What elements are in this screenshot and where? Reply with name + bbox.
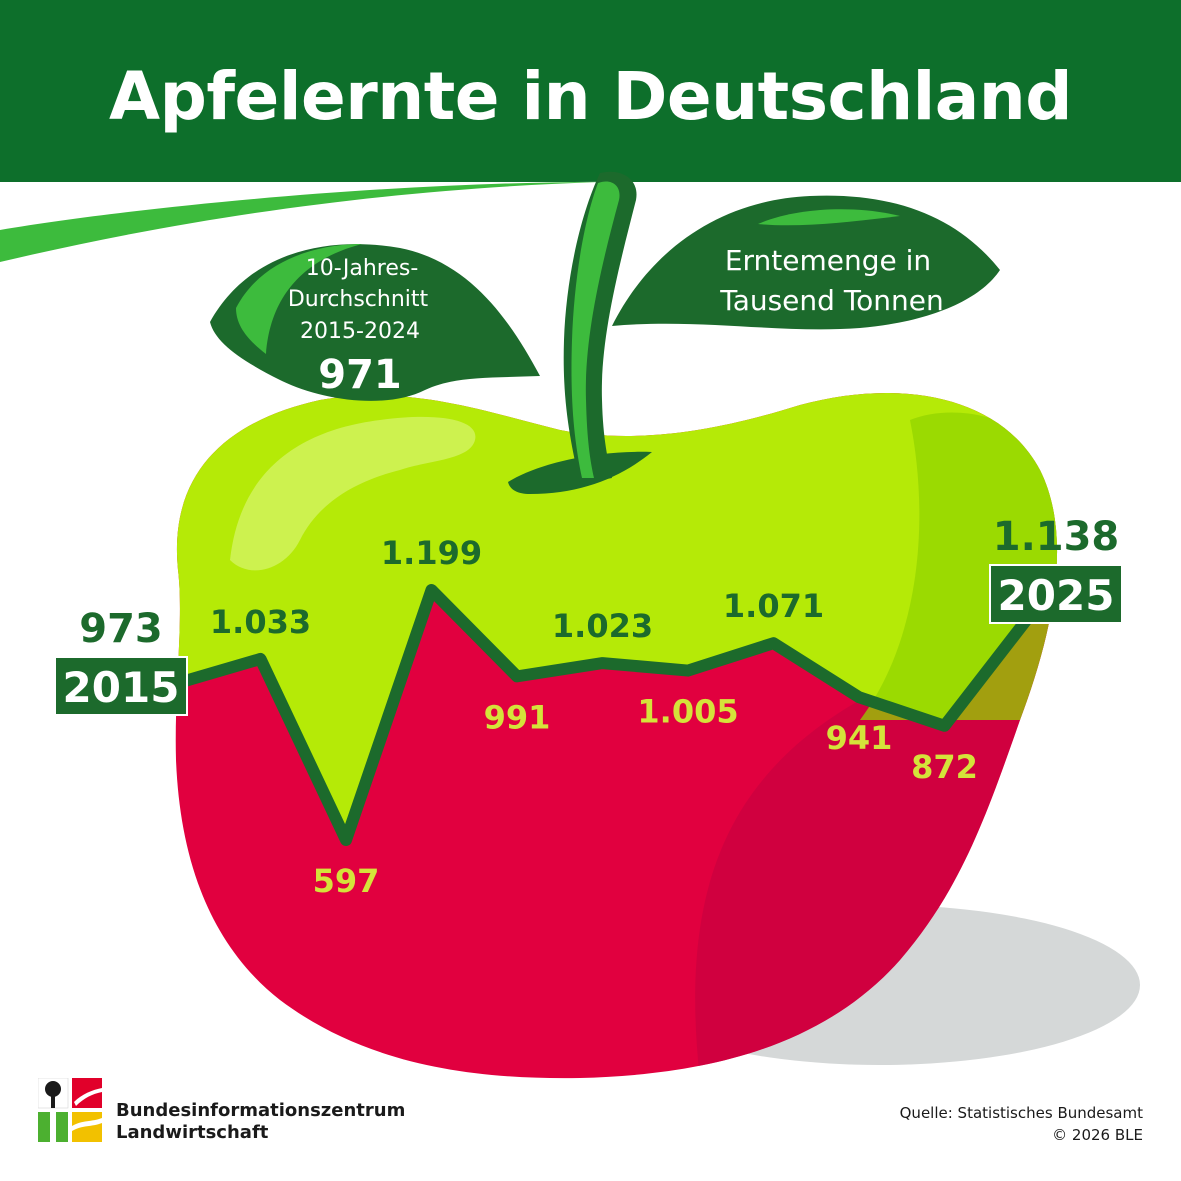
value-label-2019: 991: [484, 698, 551, 736]
value-label-2018: 1.199: [381, 534, 482, 572]
series-line: [175, 584, 1036, 846]
apple-highlight: [230, 416, 476, 571]
copyright-text: © 2026 BLE: [1052, 1126, 1143, 1144]
right-leaf: [612, 195, 1000, 330]
ble-logo-icon: [38, 1078, 102, 1142]
start-year-box: [54, 656, 188, 716]
swoosh-green: [0, 182, 600, 262]
brand-name: Bundesinformationszentrum Landwirtschaft: [116, 1100, 405, 1144]
unit-line2: Tausend Tonnen: [719, 284, 944, 317]
header-bar: [0, 0, 1181, 182]
value-label-2017: 597: [313, 862, 380, 900]
value-label-2021: 1.005: [637, 693, 738, 731]
value-label-2015: 973: [79, 606, 163, 652]
brand-line2: Landwirtschaft: [116, 1122, 269, 1143]
average-line1: 10-Jahres-: [306, 256, 419, 281]
value-label-2023: 941: [826, 719, 893, 757]
brand-block: Bundesinformationszentrum Landwirtschaft: [38, 1078, 458, 1148]
value-label-2016: 1.033: [210, 603, 311, 641]
stem-highlight: [571, 181, 620, 478]
source-text: Quelle: Statistisches Bundesamt: [899, 1104, 1143, 1122]
average-line2: Durchschnitt: [288, 287, 429, 312]
credits: Quelle: Statistisches Bundesamt © 2026 B…: [900, 1102, 1143, 1146]
average-line3: 2015-2024: [300, 319, 420, 344]
value-label-2024: 872: [911, 748, 978, 786]
page-title: Apfelernte in Deutschland: [109, 58, 1072, 135]
value-label-2020: 1.023: [552, 607, 653, 645]
value-label-2025: 1.138: [993, 514, 1120, 560]
value-label-2022: 1.071: [723, 587, 824, 625]
end-year-label: 2025: [998, 571, 1115, 620]
apple-green-shade: [860, 412, 1058, 720]
average-value: 971: [318, 352, 402, 398]
value-labels: 973 1.033 597 1.199 991 1.023 1.005 1.071 941 872…: [79, 514, 1119, 900]
end-year-box: [989, 564, 1123, 624]
start-year-label: 2015: [63, 663, 180, 712]
left-leaf: [210, 244, 540, 401]
brand-line1: Bundesinformationszentrum: [116, 1100, 406, 1121]
unit-line1: Erntemenge in: [725, 244, 931, 277]
